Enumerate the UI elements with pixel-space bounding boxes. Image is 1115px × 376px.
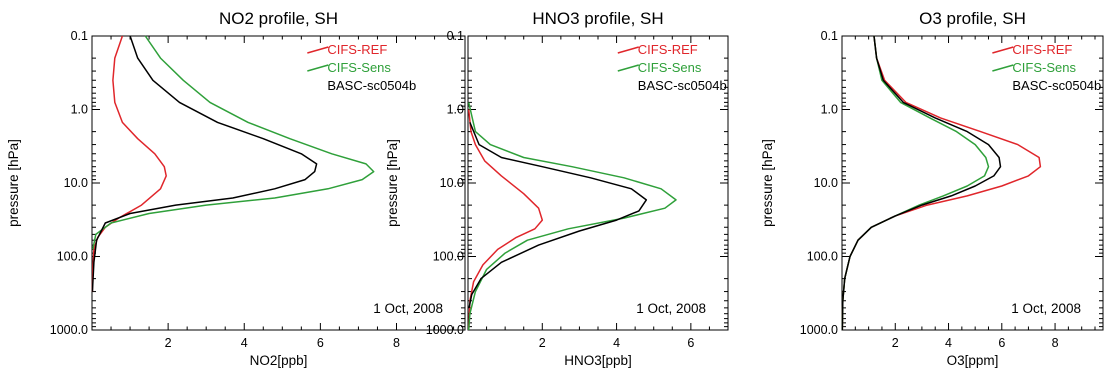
y-tick-label: 1.0 bbox=[821, 103, 838, 117]
x-axis-label: HNO3[ppb] bbox=[564, 353, 632, 368]
x-tick-label: 4 bbox=[613, 336, 620, 350]
x-tick-label: 4 bbox=[945, 336, 952, 350]
y-tick-label: 1.0 bbox=[71, 103, 88, 117]
y-tick-label: 0.1 bbox=[447, 29, 464, 43]
legend-entry-cifs-sens: CIFS-Sens bbox=[638, 60, 702, 75]
chart-title: O3 profile, SH bbox=[919, 9, 1026, 28]
x-tick-label: 2 bbox=[892, 336, 899, 350]
x-axis-label: NO2[ppb] bbox=[250, 353, 308, 368]
x-tick-label: 2 bbox=[165, 336, 172, 350]
x-axis-label: O3[ppm] bbox=[947, 353, 999, 368]
series-line-cifs-sens bbox=[467, 102, 677, 331]
chart-title: HNO3 profile, SH bbox=[532, 9, 663, 28]
x-tick-label: 4 bbox=[241, 336, 248, 350]
series-line-cifs-sens bbox=[841, 35, 990, 331]
y-axis-label: pressure [hPa] bbox=[760, 139, 775, 227]
series-line-cifs-sens bbox=[92, 35, 375, 250]
y-tick-label: 1.0 bbox=[447, 103, 464, 117]
legend-entry-basc-sc0504b: BASC-sc0504b bbox=[1012, 78, 1101, 93]
x-tick-label: 6 bbox=[317, 336, 324, 350]
y-tick-label: 100.0 bbox=[433, 250, 464, 264]
y-tick-label: 10.0 bbox=[814, 176, 838, 190]
legend-swatch bbox=[617, 64, 640, 72]
legend-entry-cifs-sens: CIFS-Sens bbox=[327, 60, 391, 75]
series-line-cifs-ref bbox=[841, 35, 1042, 331]
legend-swatch bbox=[307, 64, 329, 72]
series-line-cifs-ref bbox=[91, 35, 167, 292]
date-annotation: 1 Oct, 2008 bbox=[1011, 301, 1081, 316]
series-line-basc-sc0504b bbox=[91, 35, 318, 292]
chart-title: NO2 profile, SH bbox=[219, 9, 338, 28]
y-tick-label: 1000.0 bbox=[800, 323, 838, 337]
legend-swatch bbox=[992, 46, 1014, 54]
x-tick-label: 8 bbox=[1052, 336, 1059, 350]
legend-swatch bbox=[992, 64, 1014, 72]
series-line-basc-sc0504b bbox=[468, 122, 648, 309]
y-axis-label: pressure [hPa] bbox=[385, 139, 400, 227]
x-tick-label: 2 bbox=[539, 336, 546, 350]
y-tick-label: 0.1 bbox=[71, 29, 88, 43]
y-tick-label: 100.0 bbox=[807, 250, 838, 264]
date-annotation: 1 Oct, 2008 bbox=[373, 301, 443, 316]
series-line-basc-sc0504b bbox=[841, 35, 1002, 331]
x-tick-label: 6 bbox=[998, 336, 1005, 350]
legend-entry-cifs-ref: CIFS-REF bbox=[1012, 42, 1072, 57]
x-tick-label: 6 bbox=[687, 336, 694, 350]
legend-entry-cifs-ref: CIFS-REF bbox=[638, 42, 698, 57]
y-tick-label: 10.0 bbox=[440, 176, 464, 190]
series-line-cifs-ref bbox=[467, 109, 544, 331]
y-tick-label: 1000.0 bbox=[426, 323, 464, 337]
date-annotation: 1 Oct, 2008 bbox=[636, 301, 706, 316]
legend-entry-cifs-sens: CIFS-Sens bbox=[1012, 60, 1076, 75]
y-axis-label: pressure [hPa] bbox=[6, 139, 21, 227]
y-tick-label: 1000.0 bbox=[50, 323, 88, 337]
x-tick-label: 8 bbox=[393, 336, 400, 350]
y-tick-label: 10.0 bbox=[64, 176, 88, 190]
legend-swatch bbox=[307, 46, 329, 54]
legend-entry-basc-sc0504b: BASC-sc0504b bbox=[638, 78, 727, 93]
legend-entry-cifs-ref: CIFS-REF bbox=[327, 42, 387, 57]
y-tick-label: 0.1 bbox=[821, 29, 838, 43]
y-tick-label: 100.0 bbox=[57, 250, 88, 264]
legend-swatch bbox=[617, 46, 640, 54]
legend-entry-basc-sc0504b: BASC-sc0504b bbox=[327, 78, 416, 93]
